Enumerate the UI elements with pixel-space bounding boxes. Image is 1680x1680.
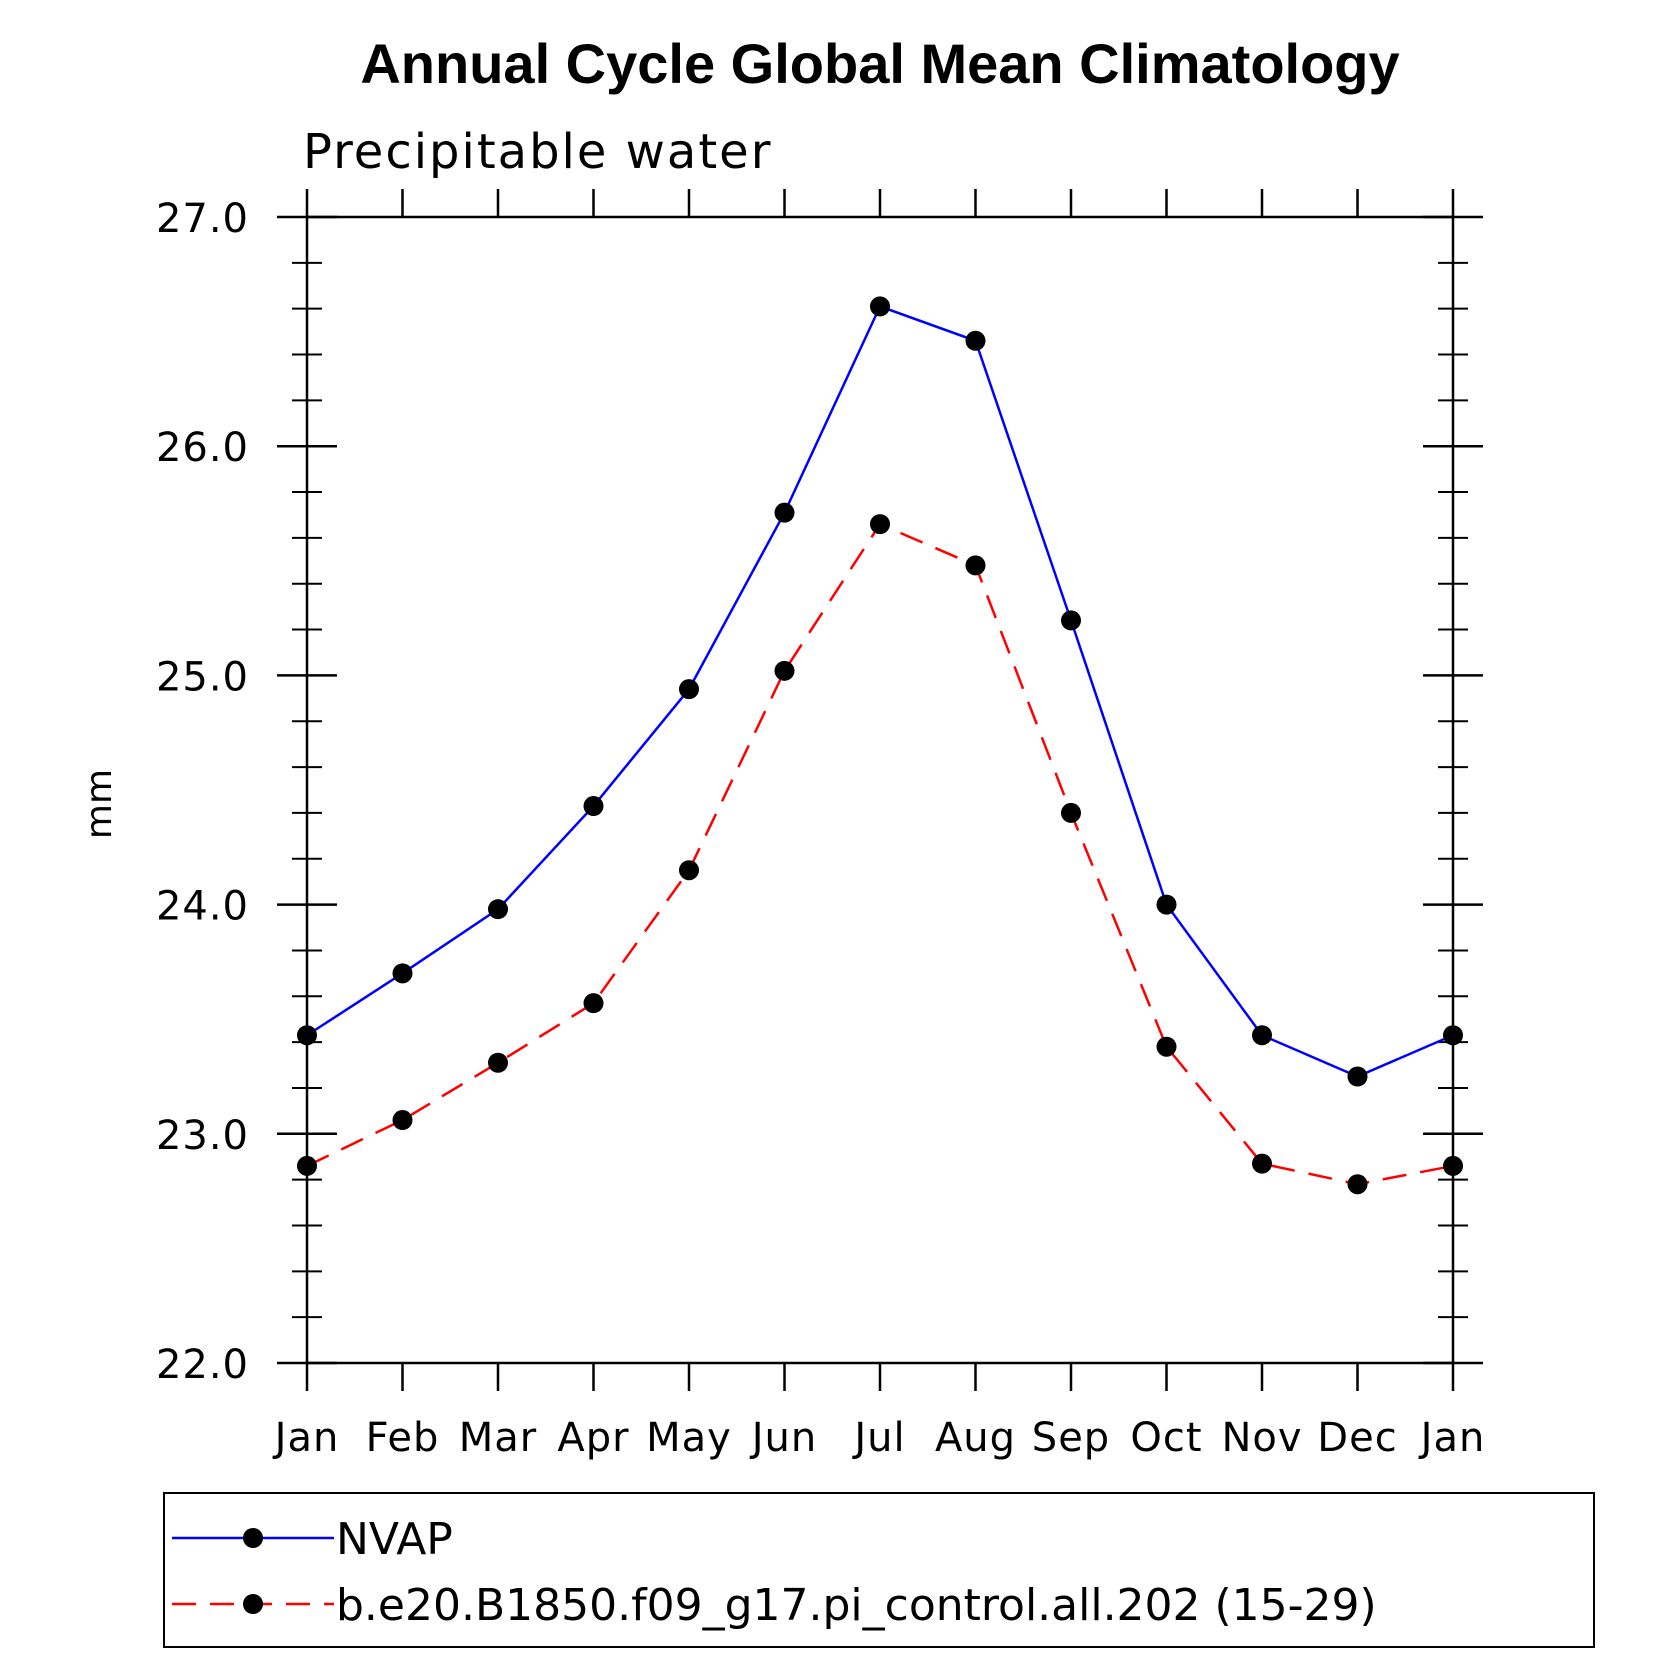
series-2-point [488, 1052, 508, 1073]
tick-labels: Jan Feb Mar Apr May Jun Jul Aug Sep Oct Nov Dec Jan 2… [156, 196, 1486, 1461]
series-1-point [965, 330, 986, 351]
series-1-point [392, 963, 413, 984]
series-layer [297, 296, 1463, 1195]
legend-label-1: NVAP [336, 1514, 453, 1565]
x-tick-label: Apr [557, 1415, 629, 1461]
series-2-point [1156, 1036, 1177, 1057]
chart-title: Annual Cycle Global Mean Climatology [360, 32, 1399, 95]
legend-items: NVAP b.e20.B1850.f09_g17.pi_control.all.2… [172, 1514, 1377, 1631]
x-tick-label: Mar [459, 1415, 537, 1461]
y-tick-label: 24.0 [156, 884, 249, 930]
series-2-point [1061, 802, 1081, 823]
x-tick-label: Jun [749, 1415, 818, 1461]
x-tick-label: Dec [1317, 1415, 1397, 1461]
legend-marker-2 [243, 1594, 263, 1614]
legend: NVAP b.e20.B1850.f09_g17.pi_control.all.2… [163, 1492, 1595, 1648]
series-2-point [774, 660, 795, 681]
series-2-point [583, 993, 604, 1014]
y-tick-label: 23.0 [156, 1113, 249, 1159]
series-1-point [870, 296, 890, 317]
series-1-point [488, 899, 508, 920]
legend-box [163, 1492, 1595, 1648]
y-tick-label: 25.0 [156, 654, 249, 700]
series-2-point [1347, 1174, 1368, 1195]
chart-subtitle: Precipitable water [303, 124, 772, 180]
series-2-point [1252, 1153, 1272, 1174]
series-1-point [1347, 1066, 1368, 1087]
y-tick-label: 27.0 [156, 196, 249, 242]
y-axis-label: mm [79, 769, 120, 839]
x-tick-label: Jul [851, 1415, 905, 1461]
x-tick-label: Jan [1418, 1415, 1486, 1461]
legend-marker-1 [243, 1528, 263, 1548]
x-tick-label: Nov [1221, 1415, 1302, 1461]
series-2-point [392, 1110, 413, 1131]
x-tick-label: Sep [1032, 1415, 1110, 1461]
plot-frame [305, 215, 1455, 1365]
series-line-2 [306, 522, 1454, 1186]
series-2-point [679, 860, 699, 881]
x-tick-label: Feb [366, 1415, 440, 1461]
legend-label-2: b.e20.B1850.f09_g17.pi_control.all.202 (… [336, 1580, 1377, 1631]
x-tick-label: Oct [1130, 1415, 1202, 1461]
series-1-point [1252, 1025, 1272, 1046]
series-2-point [965, 555, 986, 576]
x-tick-label: Jan [272, 1415, 340, 1461]
series-1-point [1061, 610, 1081, 631]
x-tick-label: May [646, 1415, 732, 1461]
y-tick-label: 22.0 [156, 1342, 249, 1388]
series-line-1 [306, 304, 1454, 1078]
series-2-point [870, 514, 890, 535]
series-1-point [679, 679, 699, 700]
series-1-point [774, 502, 795, 523]
axis-ticks [277, 189, 1483, 1391]
series-1-point [1156, 894, 1177, 915]
y-tick-label: 26.0 [156, 425, 249, 471]
x-tick-label: Aug [935, 1415, 1016, 1461]
series-1-point [583, 796, 604, 817]
